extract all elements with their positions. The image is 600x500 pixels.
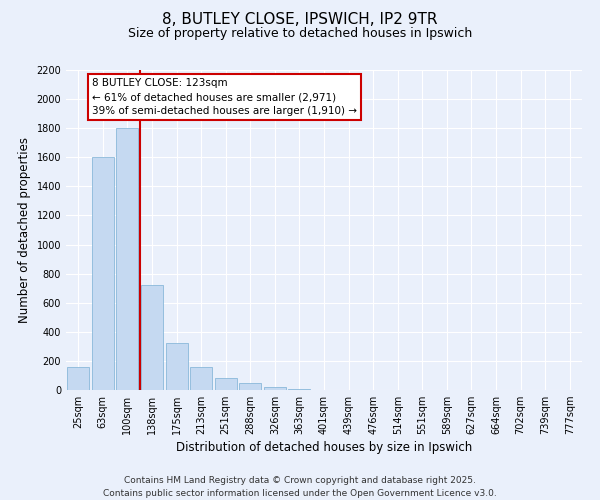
Bar: [92, 158, 114, 390]
Text: 8, BUTLEY CLOSE, IPSWICH, IP2 9TR: 8, BUTLEY CLOSE, IPSWICH, IP2 9TR: [162, 12, 438, 28]
Text: 8 BUTLEY CLOSE: 123sqm
← 61% of detached houses are smaller (2,971)
39% of semi-: 8 BUTLEY CLOSE: 123sqm ← 61% of detached…: [92, 78, 357, 116]
Bar: [215, 378, 237, 390]
Bar: [264, 388, 286, 390]
Bar: [67, 366, 89, 390]
Bar: [239, 384, 262, 390]
Text: Contains HM Land Registry data © Crown copyright and database right 2025.
Contai: Contains HM Land Registry data © Crown c…: [103, 476, 497, 498]
Bar: [166, 342, 188, 390]
Bar: [116, 128, 139, 390]
Bar: [141, 286, 163, 390]
Bar: [289, 389, 310, 390]
Bar: [190, 366, 212, 390]
Text: Size of property relative to detached houses in Ipswich: Size of property relative to detached ho…: [128, 28, 472, 40]
Y-axis label: Number of detached properties: Number of detached properties: [18, 137, 31, 323]
X-axis label: Distribution of detached houses by size in Ipswich: Distribution of detached houses by size …: [176, 442, 472, 454]
